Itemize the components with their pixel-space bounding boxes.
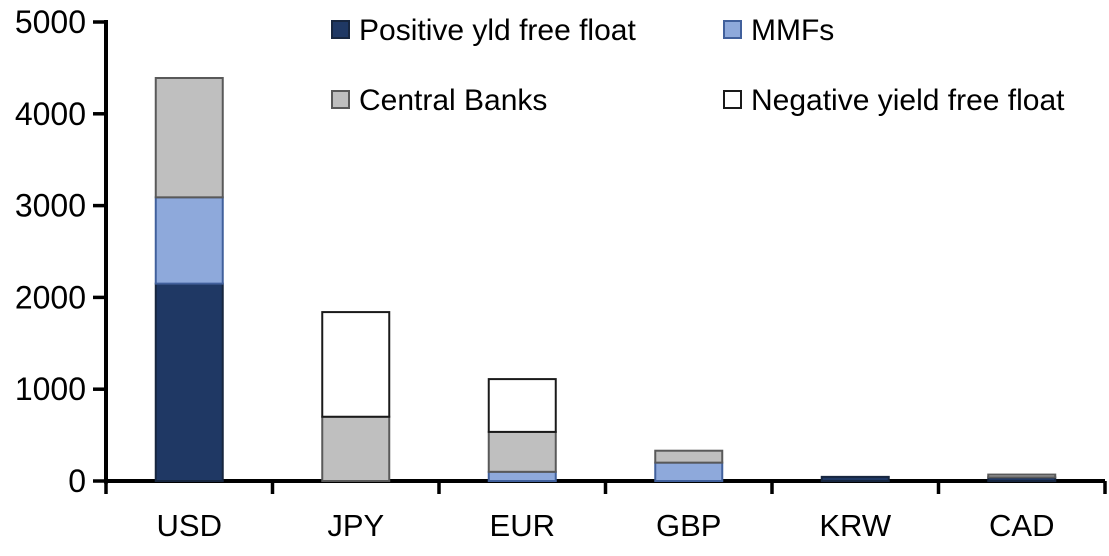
legend-item-mmfs: MMFs	[723, 14, 834, 48]
y-tick-label-1000: 1000	[15, 371, 86, 407]
legend-label: MMFs	[751, 14, 835, 47]
y-tick-label-0: 0	[68, 463, 86, 499]
bar-segment-EUR-central-banks	[487, 430, 557, 473]
legend-swatch-mmfs	[723, 20, 742, 39]
bar-segment-EUR-mmfs	[487, 470, 557, 483]
y-tick-label-2000: 2000	[15, 279, 86, 315]
bar-segment-USD-central-banks	[154, 76, 224, 199]
legend-swatch-positive-yld-free-float	[331, 20, 350, 39]
legend-swatch-negative-yield-free-float	[723, 90, 742, 109]
legend-label: Positive yld free float	[359, 14, 636, 47]
bar-segment-GBP-mmfs	[654, 461, 724, 483]
bar-segment-USD-mmfs	[154, 196, 224, 285]
bar-segment-JPY-central-banks	[321, 415, 391, 482]
y-tick-label-5000: 5000	[15, 4, 86, 40]
x-label-KRW: KRW	[819, 508, 892, 543]
x-label-CAD: CAD	[989, 508, 1054, 543]
bar-segment-USD-positive-yld-free-float	[154, 282, 224, 482]
legend-item-negative-yield-free-float: Negative yield free float	[723, 84, 1065, 118]
bar-segment-JPY-negative-yield-free-float	[321, 311, 391, 418]
y-tick-label-3000: 3000	[15, 188, 86, 224]
bar-segment-CAD-central-banks	[987, 473, 1057, 479]
x-label-JPY: JPY	[327, 508, 384, 543]
x-label-GBP: GBP	[656, 508, 721, 543]
y-tick-label-4000: 4000	[15, 96, 86, 132]
legend-label: Negative yield free float	[751, 84, 1065, 117]
x-label-EUR: EUR	[490, 508, 555, 543]
legend-item-positive-yld-free-float: Positive yld free float	[331, 14, 636, 48]
legend-item-central-banks: Central Banks	[331, 84, 547, 118]
x-label-USD: USD	[157, 508, 222, 543]
bar-segment-GBP-central-banks	[654, 449, 724, 464]
bar-segment-EUR-negative-yield-free-float	[487, 378, 557, 433]
legend-swatch-central-banks	[331, 90, 350, 109]
bar-segment-KRW-positive-yld-free-float	[820, 475, 890, 482]
legend-label: Central Banks	[359, 84, 548, 117]
